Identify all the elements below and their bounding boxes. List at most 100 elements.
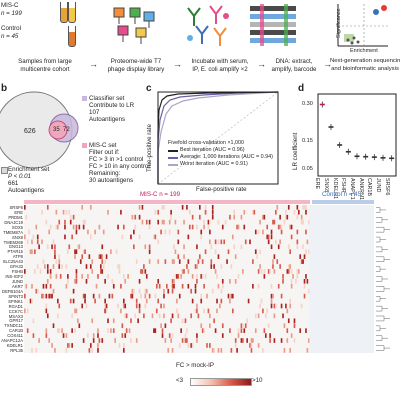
heatmap-cell — [191, 224, 194, 230]
heatmap-cell — [81, 274, 84, 279]
heatmap-cell — [148, 244, 151, 250]
heatmap-cell — [282, 313, 284, 319]
heatmap-cell — [250, 348, 253, 353]
heatmap-cell — [259, 249, 261, 255]
heatmap-cell — [196, 308, 198, 314]
heatmap-cell — [114, 338, 116, 343]
heatmap-cell — [157, 298, 160, 304]
heatmap-cell — [85, 279, 88, 284]
heatmap-cell — [58, 254, 61, 259]
heatmap-cell — [131, 288, 134, 294]
dendrogram-branch — [376, 315, 390, 322]
heatmap-cell — [287, 264, 290, 269]
lr-category-label: SNX8 — [323, 178, 329, 193]
heatmap-cell — [199, 205, 201, 210]
heatmap-cell — [293, 338, 296, 343]
heatmap-cell — [55, 274, 58, 279]
heatmap-cell — [110, 328, 112, 333]
misc-set-line: FC > 3 in >1 control — [89, 156, 144, 163]
heatmap-cell — [209, 239, 211, 245]
heatmap-cell — [32, 333, 35, 338]
gene-label: DEFB104A — [2, 288, 23, 294]
heatmap-cell — [279, 224, 281, 230]
heatmap-cell — [45, 293, 48, 299]
heatmap-cell — [153, 234, 155, 240]
step-4-line2: amplify, barcode — [271, 66, 317, 73]
dendrogram-branch — [376, 276, 388, 282]
heatmap-cell — [296, 214, 299, 220]
heatmap-cell — [161, 205, 164, 210]
heatmap-cell — [121, 323, 124, 329]
heatmap-cell — [155, 308, 158, 314]
dendrogram-branch — [376, 325, 386, 332]
heatmap-cell — [259, 219, 261, 225]
heatmap-cell — [34, 269, 36, 274]
heatmap-cell — [84, 219, 86, 225]
heatmap-cell — [64, 234, 66, 240]
heatmap-cell — [135, 338, 138, 343]
legend-worst-line — [168, 164, 178, 166]
heatmap-cell — [270, 298, 273, 304]
heatmap-cell — [104, 298, 106, 304]
heatmap-cell — [52, 288, 55, 294]
heatmap-cell — [125, 328, 128, 333]
heatmap-cell — [105, 308, 108, 314]
heatmap-cell — [299, 254, 302, 259]
misc-set-line: Remaining: — [89, 170, 121, 177]
heatmap-cell — [148, 259, 151, 264]
heatmap-cell — [170, 318, 172, 324]
heatmap-cell — [196, 224, 198, 230]
gene-label: PTAR15 — [7, 249, 23, 255]
heatmap-cell — [262, 348, 264, 353]
heatmap-cell — [240, 323, 243, 329]
heatmap-cell — [125, 313, 128, 319]
heatmap-cell — [275, 239, 277, 245]
gene-label: GPA33 — [9, 264, 23, 270]
heatmap-cell — [260, 298, 263, 304]
heatmap-cell — [286, 269, 289, 274]
panel-c-letter: c — [146, 83, 152, 94]
heatmap-cell — [144, 244, 147, 250]
heatmap-cell — [157, 279, 160, 284]
heatmap-cell — [203, 224, 205, 230]
heatmap-cell — [273, 313, 276, 319]
control-tube-icon — [68, 2, 76, 23]
heatmap-cell — [270, 303, 273, 309]
heatmap-cell — [204, 249, 207, 255]
lr-point — [371, 156, 377, 158]
heatmap-cell — [272, 259, 274, 264]
heatmap-cell — [253, 209, 256, 215]
heatmap-cell — [52, 323, 55, 329]
heatmap-cell — [104, 279, 106, 284]
heatmap-cell — [35, 224, 38, 230]
heatmap-cell — [187, 259, 190, 264]
heatmap-cell — [176, 274, 178, 279]
venn-enrichment-count: 626 — [24, 128, 36, 135]
heatmap-cell — [71, 313, 73, 319]
heatmap-cell — [196, 338, 198, 343]
heatmap-cell — [305, 209, 307, 215]
heatmap-cell — [280, 293, 283, 299]
heatmap-cell — [140, 293, 142, 299]
heatmap-cell — [286, 214, 289, 220]
step-1-line2: multicentre cohort — [20, 66, 70, 73]
cohort-n: n = 199 — [1, 10, 22, 17]
heatmap-cell — [157, 209, 160, 215]
heatmap-cell — [55, 224, 58, 230]
heatmap-cell — [52, 239, 55, 245]
heatmap-cell — [56, 224, 59, 230]
heatmap-cell — [290, 279, 293, 284]
heatmap-cell — [279, 239, 281, 245]
heatmap-cell — [257, 283, 260, 289]
heatmap-cell — [187, 343, 190, 348]
heatmap-cell — [163, 293, 165, 299]
heatmap-cell — [49, 269, 52, 274]
heatmap-cell — [75, 224, 78, 230]
heatmap-cell — [254, 328, 257, 333]
heatmap-cell — [277, 224, 280, 230]
heatmap-cell — [289, 224, 291, 230]
lr-category-label: SRSF6 — [383, 178, 390, 196]
heatmap-cell — [51, 293, 53, 299]
heatmap-cell — [201, 328, 204, 333]
heatmap-cell — [256, 254, 259, 259]
